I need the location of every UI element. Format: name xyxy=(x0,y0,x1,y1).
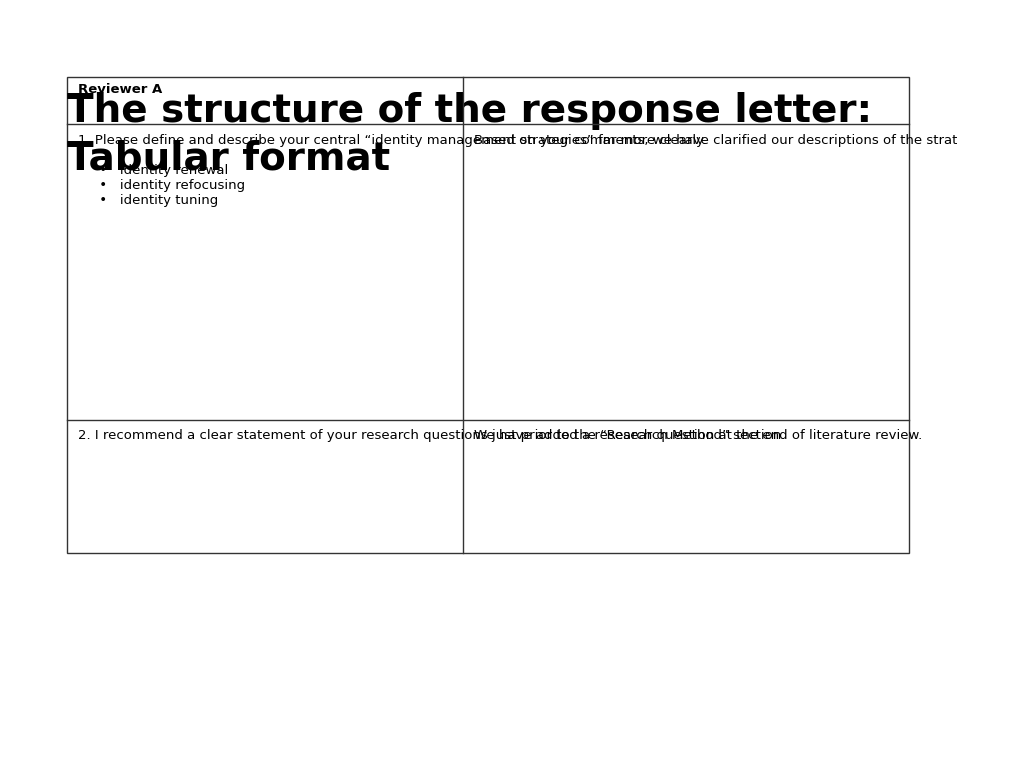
Bar xyxy=(67,77,909,553)
Text: 2. I recommend a clear statement of your research questions just prior to the “R: 2. I recommend a clear statement of your… xyxy=(79,429,785,442)
Text: We have added a research question at the end of literature review.: We have added a research question at the… xyxy=(474,429,923,442)
Text: The structure of the response letter:
Tabular format: The structure of the response letter: Ta… xyxy=(67,92,872,177)
Text: www.cass.city.ac.uk: www.cass.city.ac.uk xyxy=(51,740,188,754)
Text: Reviewer A: Reviewer A xyxy=(79,83,163,96)
Text: Based on your comments, we have clarified our descriptions of the strategies. We: Based on your comments, we have clarifie… xyxy=(474,134,1024,147)
Text: 1. Please define and describe your central “identity management strategies” far : 1. Please define and describe your centr… xyxy=(79,134,707,207)
